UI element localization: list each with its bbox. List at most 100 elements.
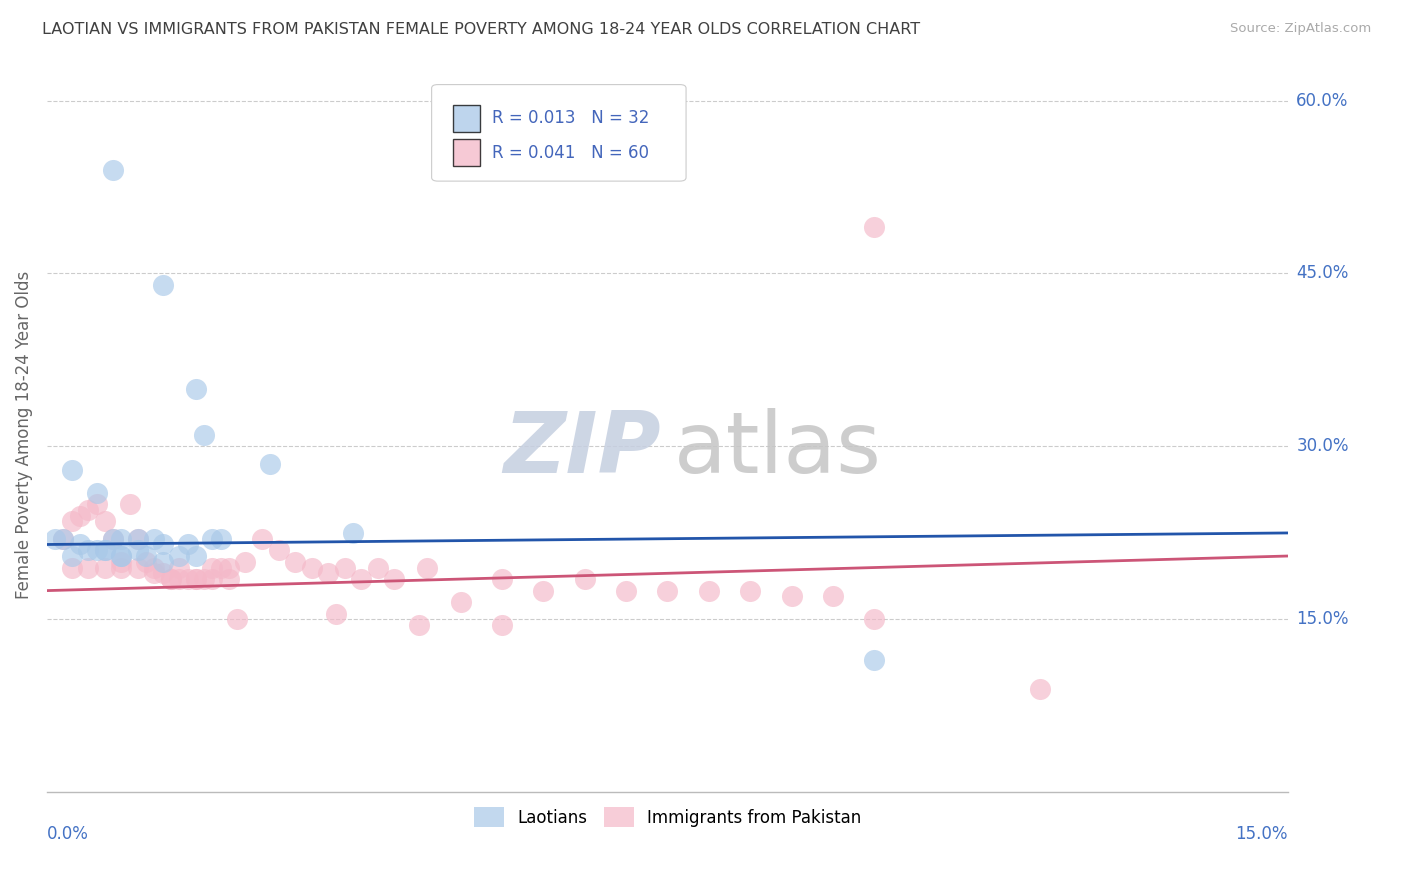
Point <box>143 566 166 581</box>
Point <box>127 560 149 574</box>
Text: LAOTIAN VS IMMIGRANTS FROM PAKISTAN FEMALE POVERTY AMONG 18-24 YEAR OLDS CORRELA: LAOTIAN VS IMMIGRANTS FROM PAKISTAN FEMA… <box>42 22 921 37</box>
Point <box>69 508 91 523</box>
Point <box>77 503 100 517</box>
Point <box>863 612 886 626</box>
Point <box>69 537 91 551</box>
Point <box>226 612 249 626</box>
Point <box>450 595 472 609</box>
Point <box>160 572 183 586</box>
Point <box>94 543 117 558</box>
Point <box>169 572 191 586</box>
Point <box>127 532 149 546</box>
Point <box>127 543 149 558</box>
Point <box>416 560 439 574</box>
Text: ZIP: ZIP <box>503 408 661 491</box>
Text: 30.0%: 30.0% <box>1296 437 1348 456</box>
Point <box>531 583 554 598</box>
Text: 15.0%: 15.0% <box>1236 824 1288 843</box>
Point <box>77 543 100 558</box>
FancyBboxPatch shape <box>432 85 686 181</box>
Point <box>491 618 513 632</box>
Point <box>384 572 406 586</box>
Point <box>60 549 83 563</box>
Point <box>367 560 389 574</box>
Point <box>94 560 117 574</box>
Point <box>169 549 191 563</box>
Text: atlas: atlas <box>673 408 882 491</box>
Point <box>60 462 83 476</box>
Point <box>94 543 117 558</box>
Point <box>284 555 307 569</box>
Point <box>86 543 108 558</box>
Point <box>780 590 803 604</box>
Point <box>657 583 679 598</box>
Point <box>152 278 174 293</box>
Point <box>574 572 596 586</box>
Point <box>491 572 513 586</box>
Point <box>94 515 117 529</box>
Point <box>143 532 166 546</box>
Point <box>342 525 364 540</box>
Point <box>250 532 273 546</box>
Point <box>60 560 83 574</box>
Point <box>301 560 323 574</box>
Text: 60.0%: 60.0% <box>1296 92 1348 110</box>
Point <box>267 543 290 558</box>
Point <box>110 560 132 574</box>
Point <box>118 497 141 511</box>
Legend: Laotians, Immigrants from Pakistan: Laotians, Immigrants from Pakistan <box>467 800 868 834</box>
Point <box>176 572 198 586</box>
Point <box>184 572 207 586</box>
Point <box>101 162 124 177</box>
Point <box>863 653 886 667</box>
Point <box>408 618 430 632</box>
Text: 45.0%: 45.0% <box>1296 265 1348 283</box>
Point <box>52 532 75 546</box>
Point <box>821 590 844 604</box>
Point <box>259 457 281 471</box>
Point <box>110 549 132 563</box>
Point <box>110 549 132 563</box>
Point <box>350 572 373 586</box>
FancyBboxPatch shape <box>453 139 479 166</box>
Point <box>152 566 174 581</box>
Point <box>325 607 347 621</box>
Point <box>127 532 149 546</box>
Text: 15.0%: 15.0% <box>1296 610 1348 629</box>
Point <box>614 583 637 598</box>
Point <box>101 532 124 546</box>
Point <box>1029 681 1052 696</box>
Point <box>110 532 132 546</box>
Point <box>209 532 232 546</box>
Point <box>184 549 207 563</box>
Point <box>201 560 224 574</box>
Point <box>86 497 108 511</box>
Point <box>193 572 215 586</box>
Point <box>44 532 66 546</box>
Point <box>169 560 191 574</box>
Point <box>209 560 232 574</box>
Point <box>101 532 124 546</box>
Point <box>201 572 224 586</box>
Point <box>218 560 240 574</box>
Point <box>235 555 257 569</box>
Point <box>135 555 157 569</box>
Point <box>143 560 166 574</box>
Point <box>52 532 75 546</box>
Point <box>160 572 183 586</box>
Point <box>152 555 174 569</box>
Point <box>740 583 762 598</box>
Y-axis label: Female Poverty Among 18-24 Year Olds: Female Poverty Among 18-24 Year Olds <box>15 271 32 599</box>
Point <box>316 566 339 581</box>
Point <box>184 382 207 396</box>
Point <box>60 515 83 529</box>
Point <box>218 572 240 586</box>
Point <box>86 485 108 500</box>
Point <box>152 537 174 551</box>
Text: R = 0.041   N = 60: R = 0.041 N = 60 <box>492 144 650 161</box>
Text: 0.0%: 0.0% <box>46 824 89 843</box>
Point <box>697 583 720 598</box>
Point <box>201 532 224 546</box>
Point <box>184 572 207 586</box>
Point <box>333 560 356 574</box>
